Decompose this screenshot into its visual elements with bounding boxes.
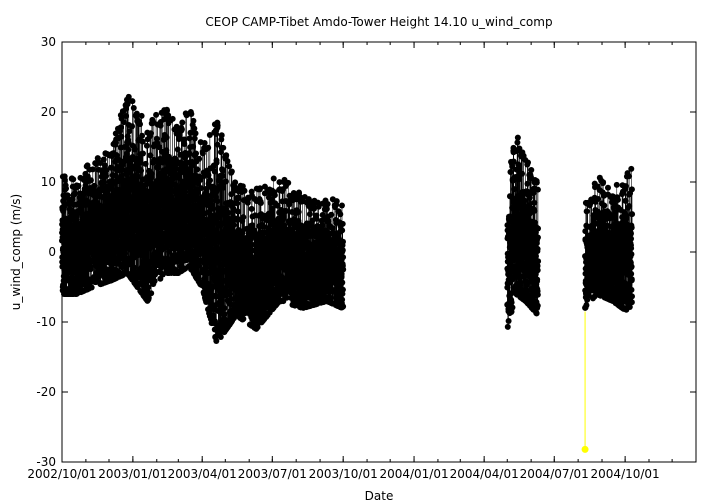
series-segment (59, 93, 347, 345)
data-layer (59, 93, 636, 453)
